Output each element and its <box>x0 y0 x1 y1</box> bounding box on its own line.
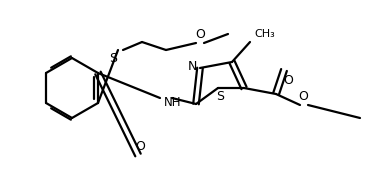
Text: CH₃: CH₃ <box>254 29 275 39</box>
Text: S: S <box>109 53 117 65</box>
Text: NH: NH <box>164 96 182 109</box>
Text: O: O <box>283 73 293 87</box>
Text: O: O <box>135 139 145 153</box>
Text: S: S <box>216 90 224 104</box>
Text: O: O <box>195 28 205 41</box>
Text: O: O <box>298 90 308 104</box>
Text: N: N <box>187 61 197 73</box>
